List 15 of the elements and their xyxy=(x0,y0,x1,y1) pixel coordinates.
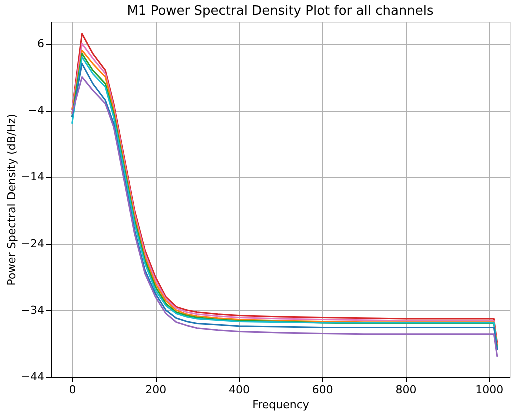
y-tick-label: −24 xyxy=(21,237,44,250)
y-tick-label: 6 xyxy=(38,37,44,50)
y-tick-label: −4 xyxy=(28,104,44,118)
x-tick-label: 0 xyxy=(69,384,76,396)
y-tick-label: −34 xyxy=(21,304,44,317)
y-axis-title: Power Spectral Density (dB/Hz) xyxy=(5,114,18,286)
y-tick-label: −14 xyxy=(21,170,44,184)
x-tick-label: 400 xyxy=(229,384,250,396)
x-axis-title: Frequency xyxy=(252,398,310,412)
y-tick-label: −44 xyxy=(21,370,44,384)
x-tick-label: 200 xyxy=(146,384,167,396)
x-tick-label: 800 xyxy=(396,384,417,396)
chart-title: M1 Power Spectral Density Plot for all channels xyxy=(127,4,434,19)
x-tick-label: 1000 xyxy=(476,384,504,396)
x-tick-label: 600 xyxy=(312,384,334,396)
